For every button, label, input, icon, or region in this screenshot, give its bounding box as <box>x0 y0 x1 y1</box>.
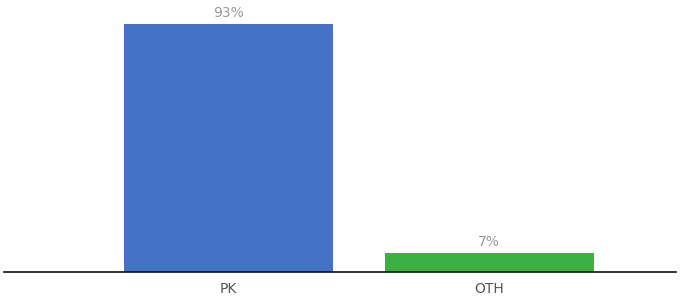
Bar <box>124 24 333 272</box>
Text: 7%: 7% <box>478 236 500 249</box>
Bar <box>385 254 594 272</box>
Text: 93%: 93% <box>213 6 243 20</box>
